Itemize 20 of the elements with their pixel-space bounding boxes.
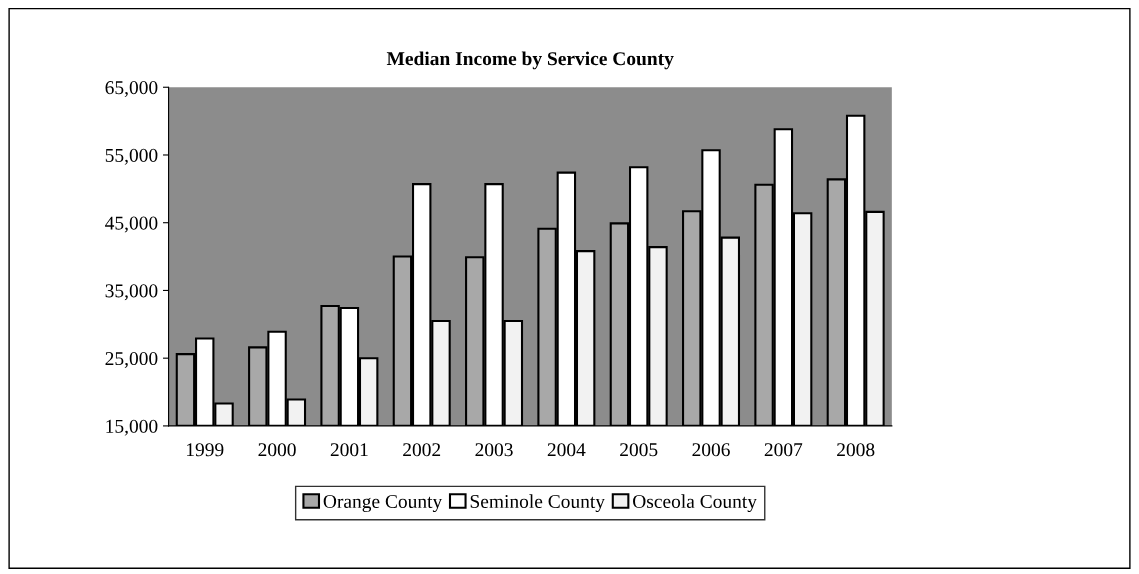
x-tick-label: 2001: [330, 443, 368, 457]
x-tick-label: 2000: [258, 443, 296, 457]
x-tick-label: 2008: [837, 443, 875, 457]
x-tick-label: 1999: [187, 443, 224, 457]
x-tick-label: 2004: [547, 443, 586, 457]
legend-label: Orange County: [323, 494, 443, 513]
legend-label: Osceola County: [633, 494, 757, 513]
y-tick-label: 25,000: [105, 351, 158, 368]
y-tick-label: 45,000: [105, 216, 158, 233]
x-tick-label: 2006: [692, 443, 730, 457]
legend-label: Seminole County: [470, 494, 605, 513]
x-tick-label: 2005: [620, 443, 658, 457]
y-tick-label: 15,000: [106, 419, 158, 436]
y-tick-label: 35,000: [105, 284, 158, 301]
x-tick-label: 2007: [764, 443, 803, 457]
x-tick-label: 2002: [403, 443, 441, 457]
x-tick-label: 2003: [475, 443, 513, 457]
chart-title: Median Income by Service County: [386, 51, 674, 70]
y-tick-label: 55,000: [105, 148, 158, 165]
y-tick-label: 65,000: [105, 81, 158, 97]
